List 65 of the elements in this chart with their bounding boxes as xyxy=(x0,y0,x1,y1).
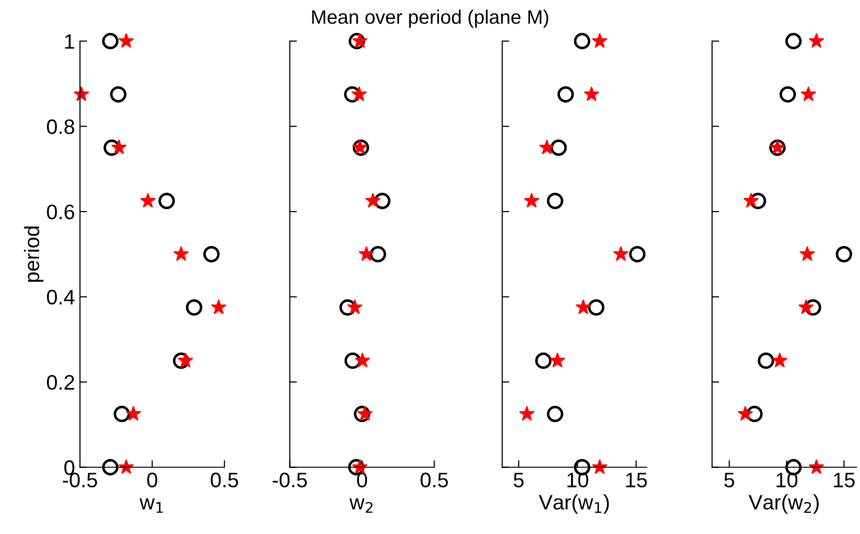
x-tick-label: -0.5 xyxy=(272,472,307,488)
x-axis-title: w$_{2}$ xyxy=(349,498,373,513)
point xyxy=(785,32,802,50)
x-tick-label: 0.5 xyxy=(420,472,448,488)
point xyxy=(804,299,822,316)
point xyxy=(374,192,390,210)
chart-title: Mean over period (plane M) xyxy=(312,10,548,28)
point xyxy=(539,139,555,154)
x-tick-label: -0.5 xyxy=(62,472,98,488)
y-tick-label: 0 xyxy=(64,460,74,476)
point xyxy=(613,246,629,261)
x-tick-label: 5 xyxy=(724,472,734,488)
point xyxy=(574,32,590,50)
point xyxy=(347,299,363,314)
x-tick-label: 5 xyxy=(514,472,524,488)
point xyxy=(780,86,796,103)
x-tick-label: 15 xyxy=(626,472,647,488)
point xyxy=(575,299,592,314)
point xyxy=(348,32,366,50)
x-tick-label: 0 xyxy=(147,472,158,488)
y-tick-label: 0.6 xyxy=(46,204,74,220)
point xyxy=(535,352,552,369)
point xyxy=(354,352,370,368)
point xyxy=(750,192,766,210)
point xyxy=(800,86,816,102)
x-tick-label: 0.5 xyxy=(210,472,238,488)
point xyxy=(746,406,763,422)
point xyxy=(519,406,535,421)
point xyxy=(546,406,564,422)
point xyxy=(370,246,386,262)
point xyxy=(354,406,370,422)
x-tick-label: 15 xyxy=(834,472,855,488)
point xyxy=(557,86,574,103)
y-tick-label: 0.4 xyxy=(46,290,75,305)
point xyxy=(352,32,368,48)
point xyxy=(629,246,646,262)
point xyxy=(808,32,824,48)
point xyxy=(344,352,361,369)
point xyxy=(758,352,774,369)
point xyxy=(592,32,608,48)
point xyxy=(836,246,852,262)
point xyxy=(524,192,540,208)
y-tick-label: 1 xyxy=(65,34,74,49)
point xyxy=(738,406,754,421)
point xyxy=(772,352,788,368)
y-tick-label: 0.8 xyxy=(46,119,74,134)
point xyxy=(798,299,814,314)
point xyxy=(339,299,356,316)
point xyxy=(351,86,367,102)
point xyxy=(550,139,567,156)
x-axis-title: Var(w$_{1}$) xyxy=(538,494,609,514)
point xyxy=(588,299,604,316)
point xyxy=(546,192,564,210)
point xyxy=(344,86,360,103)
point xyxy=(365,192,381,208)
y-tick-label: 0.2 xyxy=(46,375,74,390)
point xyxy=(584,86,600,102)
x-axis-title: Var(w$_{2}$) xyxy=(748,494,819,514)
point xyxy=(799,246,816,261)
point xyxy=(357,406,373,421)
point xyxy=(743,192,759,208)
x-axis-title: w$_{1}$ xyxy=(140,498,163,513)
y-axis-title: period xyxy=(24,226,44,282)
point xyxy=(358,246,374,261)
point xyxy=(550,352,566,368)
